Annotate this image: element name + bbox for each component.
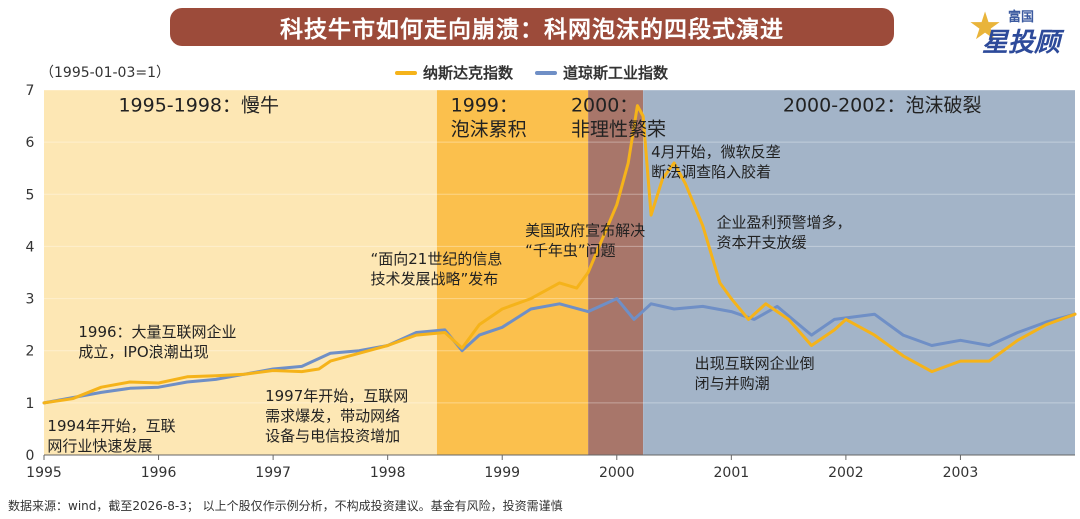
x-tick-label: 2003 [943,465,979,481]
x-tick-label: 2000 [599,465,635,481]
y-tick-label: 7 [26,83,35,99]
y-tick-label: 6 [26,135,35,151]
annotation-line: 1995-1998：慢牛 [118,95,279,117]
annotation-line: 网行业快速发展 [47,437,152,455]
source-footnote: 数据来源：wind，截至2026-8-3； 以上个股仅作示例分析，不构成投资建议… [8,497,563,514]
annotation-line: 4月开始，微软反垄 [651,143,781,161]
x-tick-label: 1998 [370,465,406,481]
annotation-line: 出现互联网企业倒 [695,354,815,372]
annotation-line: 需求爆发，带动网络 [265,407,400,425]
y-tick-label: 3 [26,292,35,308]
phase-bands [44,90,1075,455]
y-tick-label: 5 [26,187,35,203]
y-tick-label: 1 [26,396,35,412]
x-tick-label: 2002 [828,465,864,481]
annotation-line: 技术发展战略”发布 [370,270,498,288]
x-tick-label: 1997 [255,465,291,481]
annotation-line: 1996：大量互联网企业 [78,323,236,341]
annotation-text: 2000-2002：泡沫破裂 [783,95,982,117]
annotation-line: 美国政府宣布解决 [525,221,645,239]
annotation-line: 非理性繁荣 [571,119,666,141]
x-tick-label: 1995 [26,465,62,481]
y-tick-label: 2 [26,344,35,360]
annotation-line: 1994年开始，互联 [47,417,175,435]
annotation-line: “千年虫”问题 [525,241,616,259]
phase-band-3 [588,90,643,455]
annotation-line: 1997年开始，互联网 [265,387,408,405]
x-tick-label: 1996 [141,465,177,481]
annotation-line: 设备与电信投资增加 [265,427,400,445]
annotation-line: 断法调查陷入胶着 [651,163,771,181]
annotation-text: 1997年开始，互联网需求爆发，带动网络设备与电信投资增加 [265,387,408,445]
y-tick-label: 0 [26,448,35,464]
annotation-line: 企业盈利预警增多， [716,214,851,232]
x-tick-label: 2001 [714,465,750,481]
annotation-line: 2000： [571,95,638,117]
annotation-line: 资本开支放缓 [716,234,806,252]
annotation-text: 1995-1998：慢牛 [118,95,279,117]
annotation-line: 1999： [451,95,518,117]
annotation-line: “面向21世纪的信息 [370,250,502,268]
x-tick-label: 1999 [484,465,520,481]
annotation-line: 闭与并购潮 [695,374,770,392]
annotation-line: 2000-2002：泡沫破裂 [783,95,982,117]
y-tick-label: 4 [26,239,35,255]
annotation-line: 泡沫累积 [451,119,527,141]
annotation-line: 成立，IPO浪潮出现 [78,343,208,361]
